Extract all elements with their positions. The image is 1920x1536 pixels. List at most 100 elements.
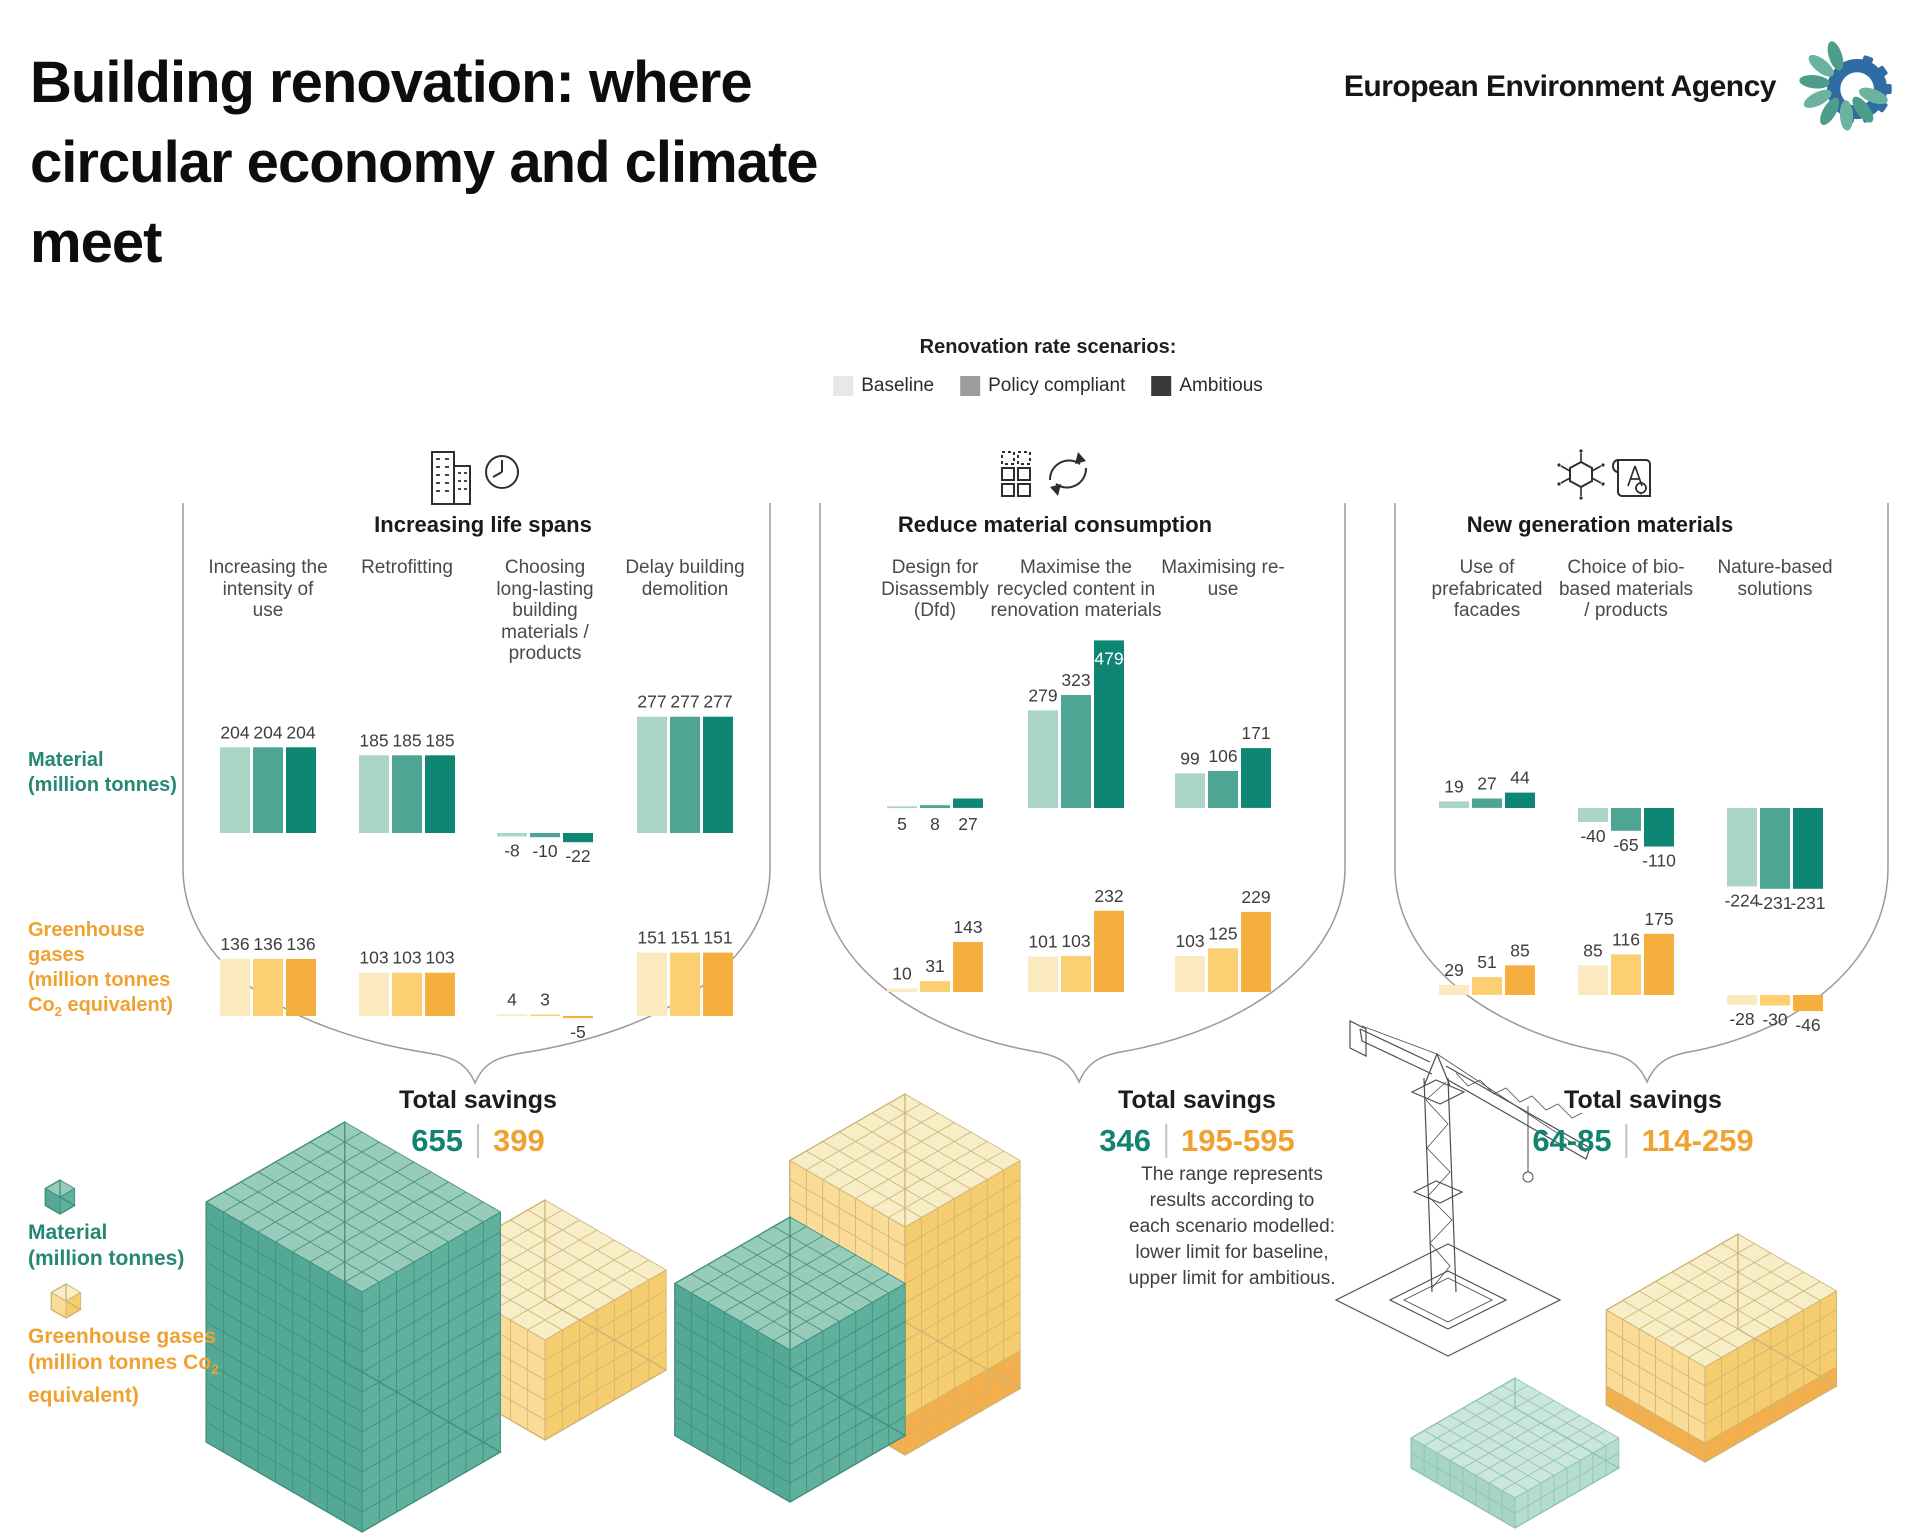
bar-value-label: 5 bbox=[897, 814, 907, 834]
total-ghg-value: 114-259 bbox=[1641, 1123, 1754, 1158]
bar bbox=[1439, 801, 1469, 808]
bar-value-label: -110 bbox=[1642, 851, 1676, 871]
measure-label: Design for Disassembly (Dfd) bbox=[881, 557, 989, 621]
bar bbox=[1644, 933, 1674, 995]
total-savings-title: Total savings bbox=[399, 1086, 557, 1114]
bar-value-label: 185 bbox=[392, 730, 421, 750]
bar-value-label: 85 bbox=[1510, 940, 1529, 960]
bar-value-label: -10 bbox=[532, 841, 558, 861]
bar bbox=[637, 716, 667, 833]
bar-value-label: 229 bbox=[1241, 887, 1270, 907]
material-savings-cube-3 bbox=[1410, 1376, 1621, 1529]
bar bbox=[1644, 808, 1674, 847]
measure-label: Retrofitting bbox=[361, 557, 453, 578]
bar-value-label: 151 bbox=[637, 928, 666, 948]
material-savings-cube-2 bbox=[674, 1215, 907, 1503]
bar bbox=[670, 716, 700, 833]
bar bbox=[1578, 808, 1608, 822]
bar bbox=[286, 958, 316, 1016]
bar-value-label: 103 bbox=[1061, 931, 1090, 951]
bar bbox=[1439, 984, 1469, 995]
bar bbox=[953, 798, 983, 808]
eea-petals bbox=[1799, 41, 1888, 131]
measure-label: Use of prefabricated facades bbox=[1431, 557, 1543, 621]
bar bbox=[1094, 910, 1124, 992]
bar bbox=[703, 952, 733, 1016]
total-material-value: 655 bbox=[411, 1123, 463, 1158]
recycle-materials-icon bbox=[988, 446, 1108, 515]
bar bbox=[1611, 808, 1641, 831]
bar-value-label: 232 bbox=[1094, 886, 1123, 906]
page-title: Building renovation: where circular econ… bbox=[30, 49, 819, 275]
bar-value-label: 136 bbox=[253, 934, 282, 954]
total-material-value: 346 bbox=[1099, 1123, 1151, 1158]
eea-logo-text: European Environment Agency bbox=[1343, 70, 1777, 103]
bar-value-label: 125 bbox=[1208, 923, 1237, 943]
bar-value-label: 4 bbox=[507, 989, 517, 1009]
bar-value-label: 185 bbox=[425, 730, 454, 750]
bar bbox=[1208, 948, 1238, 993]
row-label-ghg: Greenhouse gases (million tonnes Co2 equi… bbox=[28, 919, 174, 1019]
bar-value-label: 204 bbox=[286, 722, 315, 742]
measure-label: Delay building demolition bbox=[625, 557, 745, 600]
bar-value-label: 116 bbox=[1612, 929, 1640, 949]
bar-value-label: -30 bbox=[1762, 1010, 1788, 1030]
ghg-savings-cube-3 bbox=[1605, 1232, 1838, 1463]
group-bracket-3 bbox=[1394, 503, 1889, 1084]
legend-item-policy-compliant: Policy compliant bbox=[960, 375, 1125, 397]
total-savings-title: Total savings bbox=[1564, 1086, 1722, 1114]
bar bbox=[1094, 640, 1124, 808]
bar-value-label: 27 bbox=[958, 814, 977, 834]
measure-label: Nature-based solutions bbox=[1717, 557, 1833, 600]
bar-value-label: 51 bbox=[1477, 952, 1496, 972]
bar-value-label: 277 bbox=[637, 692, 666, 712]
totals-divider bbox=[476, 1124, 479, 1158]
buildings-clock-icon bbox=[420, 446, 540, 515]
total-savings-group-1: Total savings 655 399 bbox=[399, 1086, 557, 1159]
measure-label: Maximise the recycled content in renovat… bbox=[990, 557, 1162, 621]
molecule-blueprint-icon bbox=[1540, 446, 1660, 515]
bar-value-label: 103 bbox=[425, 948, 454, 968]
total-savings-values: 655 399 bbox=[411, 1123, 545, 1159]
bar-value-label: 185 bbox=[359, 730, 388, 750]
material-cube-glyph bbox=[44, 1178, 76, 1215]
bar bbox=[359, 755, 389, 833]
bar bbox=[563, 833, 593, 843]
legend-label: Policy compliant bbox=[988, 375, 1126, 396]
bar bbox=[425, 972, 455, 1016]
bar bbox=[1241, 748, 1271, 808]
bar bbox=[887, 806, 917, 809]
total-savings-group-3: Total savings 64-85 114-259 bbox=[1532, 1086, 1754, 1159]
group-header-3: New generation materials bbox=[1466, 512, 1734, 537]
bar-value-label: -8 bbox=[504, 840, 520, 860]
scenario-legend-title: Renovation rate scenarios: bbox=[919, 336, 1177, 358]
bar-value-label: 103 bbox=[359, 948, 388, 968]
savings-cube-visuals bbox=[205, 1092, 1838, 1533]
bar-value-label: 103 bbox=[392, 948, 421, 968]
bar bbox=[392, 972, 422, 1016]
bar bbox=[220, 747, 250, 833]
bar-value-label: 29 bbox=[1444, 960, 1463, 980]
bar-value-label: -46 bbox=[1795, 1015, 1820, 1035]
bar bbox=[887, 988, 917, 992]
bar-value-label: 101 bbox=[1028, 932, 1057, 952]
bar-value-label: 19 bbox=[1444, 776, 1463, 796]
bar-value-label: 151 bbox=[703, 928, 732, 948]
bar bbox=[1760, 808, 1790, 889]
bar bbox=[1472, 798, 1502, 808]
bar-value-label: 44 bbox=[1510, 768, 1530, 788]
bar-value-label: 85 bbox=[1583, 940, 1602, 960]
bar bbox=[392, 755, 422, 833]
bar-value-label: 8 bbox=[930, 814, 940, 834]
bar bbox=[1061, 956, 1091, 992]
bar-value-label: 204 bbox=[253, 722, 282, 742]
group-header-1: Increasing life spans bbox=[374, 512, 592, 537]
bar bbox=[497, 1014, 527, 1016]
bar-value-label: 3 bbox=[540, 990, 550, 1010]
measure-label: Increasing the intensity of use bbox=[208, 557, 328, 621]
bar bbox=[1578, 965, 1608, 995]
bar bbox=[1472, 977, 1502, 995]
scenario-legend: Renovation rate scenarios: Baseline Polic… bbox=[833, 336, 1263, 397]
